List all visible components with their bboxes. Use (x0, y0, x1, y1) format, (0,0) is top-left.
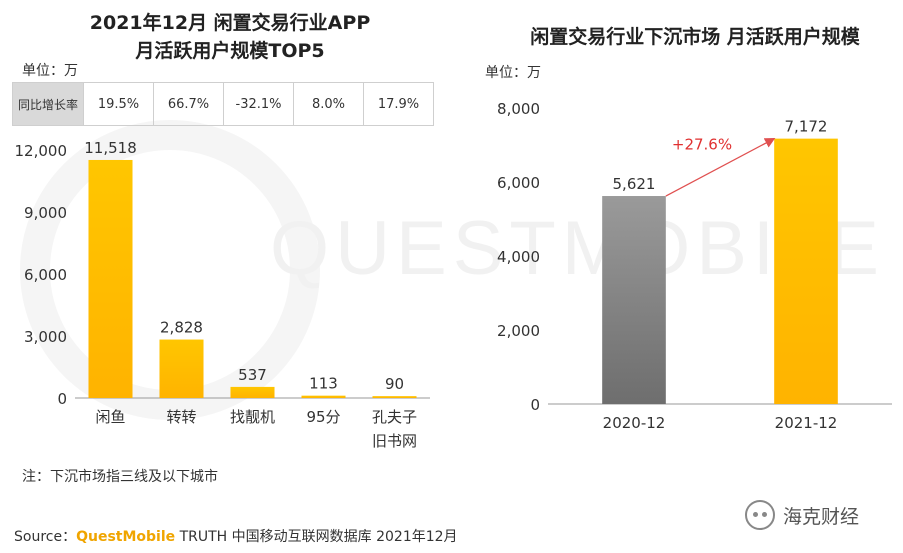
bar (372, 396, 417, 398)
y-tick-label: 12,000 (15, 142, 68, 160)
wechat-label: 海克财经 (783, 505, 860, 528)
y-tick-label: 4,000 (497, 248, 540, 266)
growth-table: 同比增长率 19.5% 66.7% -32.1% 8.0% 17.9% (12, 82, 434, 126)
x-tick-label: 2021-12 (775, 414, 838, 432)
x-tick-label: 转转 (166, 408, 196, 426)
x-tick-label: 95分 (306, 408, 340, 426)
source-line: Source：QuestMobile TRUTH 中国移动互联网数据库 2021… (14, 526, 458, 546)
y-tick-label: 9,000 (24, 204, 67, 222)
y-tick-label: 0 (57, 390, 67, 408)
left-chart-title-line1: 2021年12月 闲置交易行业APP (89, 12, 371, 34)
x-tick-label: 找靓机 (230, 408, 275, 426)
growth-cell: 8.0% (293, 82, 364, 126)
bar-value-label: 537 (238, 366, 267, 384)
bar (301, 395, 346, 398)
growth-header: 同比增长率 (12, 82, 84, 126)
y-tick-label: 3,000 (24, 328, 67, 346)
bar-value-label: 2,828 (160, 319, 203, 337)
left-unit-label: 单位：万 (22, 63, 78, 79)
bar-value-label: 113 (309, 375, 338, 393)
bar (602, 196, 666, 404)
y-tick-label: 0 (530, 396, 540, 414)
left-chart-title-line2: 月活跃用户规模TOP5 (135, 40, 325, 62)
y-tick-label: 2,000 (497, 322, 540, 340)
x-tick-label: 旧书网 (372, 432, 417, 450)
right-chart-title: 闲置交易行业下沉市场 月活跃用户规模 (530, 26, 860, 48)
bar-value-label: 90 (385, 375, 404, 393)
x-tick-label: 闲鱼 (95, 408, 125, 426)
bar (159, 339, 204, 398)
growth-row: 同比增长率 19.5% 66.7% -32.1% 8.0% 17.9% (12, 82, 434, 126)
growth-cell: 17.9% (363, 82, 434, 126)
bar (88, 159, 133, 398)
bar-value-label: 5,621 (613, 175, 656, 193)
wechat-icon (745, 500, 775, 530)
bar-value-label: 11,518 (84, 139, 137, 157)
y-tick-label: 6,000 (497, 174, 540, 192)
right-unit-label: 单位：万 (485, 65, 541, 81)
y-tick-label: 8,000 (497, 100, 540, 118)
source-rest: TRUTH 中国移动互联网数据库 2021年12月 (175, 529, 458, 545)
source-brand: QuestMobile (76, 529, 176, 545)
right-bar-chart: 0 2,000 4,000 6,000 8,000 5,621 2020-12 7,172 20… (497, 100, 892, 432)
left-bar-chart: 0 3,000 6,000 9,000 12,000 11,518 闲鱼 2,828 转转 537… (15, 139, 430, 450)
bar (230, 386, 275, 398)
growth-arrow (665, 138, 776, 197)
source-prefix: Source： (14, 529, 77, 545)
bar-value-label: 7,172 (785, 118, 828, 136)
x-tick-label: 孔夫子 (372, 408, 417, 426)
growth-annotation: +27.6% (672, 135, 732, 153)
bar (774, 138, 838, 405)
footnote: 注：下沉市场指三线及以下城市 (22, 469, 218, 485)
growth-cell: 19.5% (83, 82, 154, 126)
y-tick-label: 6,000 (24, 266, 67, 284)
x-tick-label: 2020-12 (603, 414, 666, 432)
wechat-badge: 海克财经 (745, 500, 859, 530)
